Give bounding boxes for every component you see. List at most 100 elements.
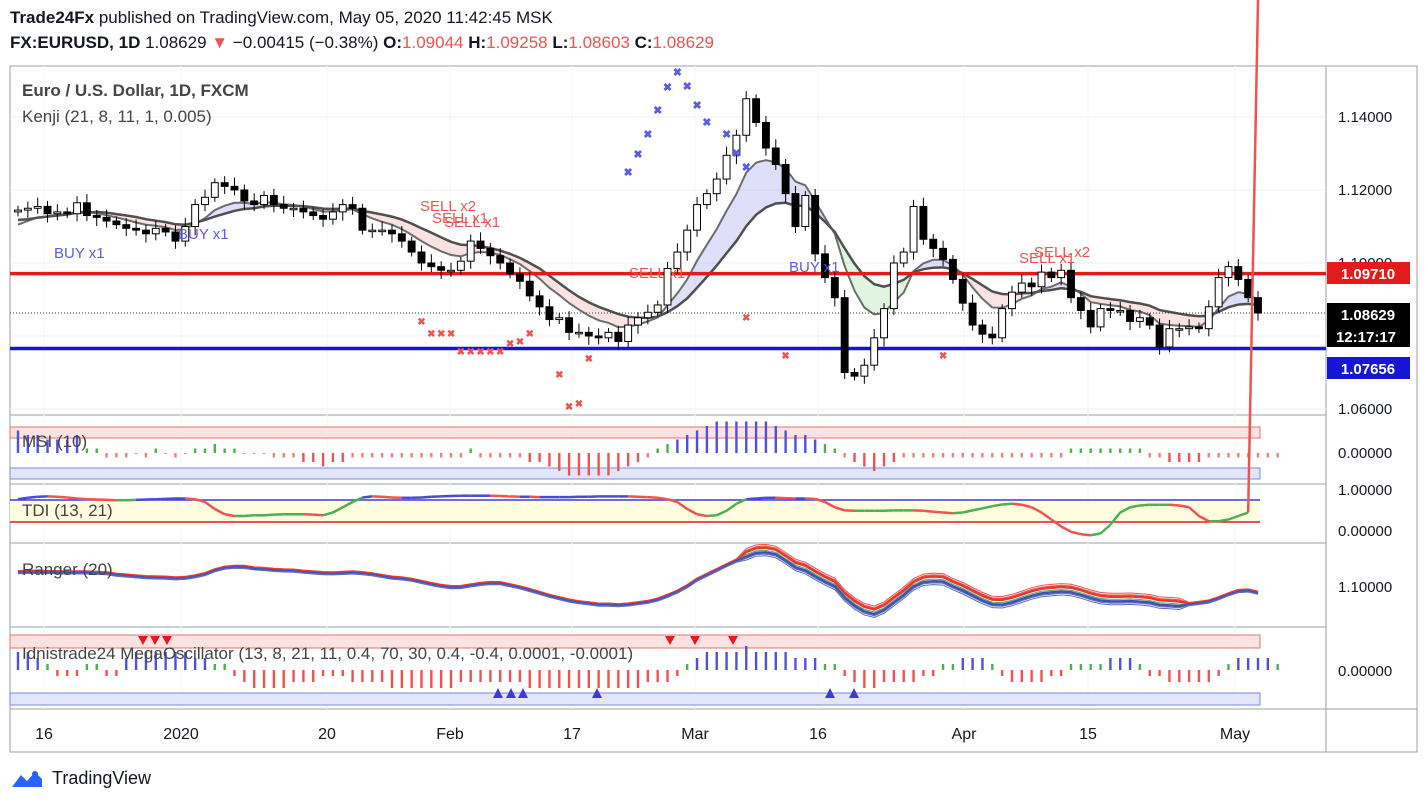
msi-bar xyxy=(735,421,738,453)
candle-down xyxy=(939,247,948,260)
candle-down xyxy=(417,251,426,264)
sell-cross-marker: ✖ xyxy=(555,370,563,381)
cloud-segment xyxy=(510,253,520,265)
tdi-segment xyxy=(657,496,668,501)
candle-up xyxy=(338,204,347,213)
msi-bar xyxy=(1109,448,1112,453)
candle-up xyxy=(201,196,209,206)
msi-bar xyxy=(75,435,79,453)
mega-bar xyxy=(892,670,896,682)
sell-cross-marker: ✖ xyxy=(467,347,475,358)
time-tick-label: Apr xyxy=(952,726,978,743)
candle-up xyxy=(447,269,455,273)
msi-bar xyxy=(154,448,157,453)
mega-bar xyxy=(1138,664,1142,670)
mega-bar xyxy=(735,652,738,670)
time-tick-label: Mar xyxy=(681,726,709,743)
mega-bar xyxy=(705,652,709,670)
msi-bar xyxy=(252,453,256,454)
tdi-segment xyxy=(244,514,255,518)
candle-down xyxy=(348,204,357,209)
mega-bar xyxy=(676,670,679,676)
mega-bar xyxy=(243,670,246,682)
tdi-segment xyxy=(1031,506,1043,514)
countdown-label: 12:17:17 xyxy=(1336,329,1396,346)
red-line-label-bg xyxy=(1327,262,1410,284)
buy-cross-marker: ✖ xyxy=(702,117,711,129)
candle-up xyxy=(801,194,810,228)
msi-bar xyxy=(636,453,640,462)
msi-bar xyxy=(144,453,148,458)
mega-bar xyxy=(1000,670,1004,676)
cloud-segment xyxy=(746,162,757,227)
candle-down xyxy=(958,278,967,304)
tdi-segment xyxy=(1002,502,1013,506)
mega-bar xyxy=(459,670,463,682)
candle-down xyxy=(437,266,446,271)
candle-up xyxy=(181,226,190,242)
candle-up xyxy=(653,304,662,313)
msi-bar xyxy=(26,435,30,453)
candle-down xyxy=(761,121,770,149)
mega-bar xyxy=(1276,664,1279,670)
msi-bar xyxy=(36,435,39,453)
candle-up xyxy=(210,182,219,198)
candle-up xyxy=(643,311,652,319)
candle-up xyxy=(693,204,701,231)
candle-up xyxy=(1135,317,1144,322)
tdi-segment xyxy=(382,495,393,499)
msi-bar xyxy=(1089,448,1092,453)
mega-bar xyxy=(981,658,984,670)
mega-bar xyxy=(528,670,531,688)
mega-bar xyxy=(1207,670,1210,682)
mega-bar xyxy=(567,670,571,688)
time-tick-label: 17 xyxy=(563,726,581,743)
buy-arrow-marker xyxy=(825,688,835,698)
publisher-name[interactable]: Trade24Fx xyxy=(10,8,95,27)
candle-down xyxy=(978,324,987,335)
candle-up xyxy=(466,240,475,262)
ranger-tick: 1.10000 xyxy=(1338,579,1392,596)
mega-bar xyxy=(1246,658,1250,670)
tdi-segment xyxy=(1080,532,1091,537)
tdi-segment xyxy=(1011,502,1022,507)
msi-bar xyxy=(1138,448,1142,453)
sell-cross-marker: ✖ xyxy=(516,337,524,348)
candle-up xyxy=(634,317,642,326)
msi-bar xyxy=(1168,453,1171,462)
msi-bar xyxy=(754,421,758,453)
msi-bar xyxy=(499,453,502,458)
mega-bar xyxy=(1010,670,1014,682)
ranger-band-line xyxy=(17,545,1259,609)
tdi-segment xyxy=(76,497,87,501)
tdi-segment xyxy=(362,495,373,499)
candle-down xyxy=(850,372,859,377)
time-scale[interactable]: 16 2020 20 Feb 17 Mar 16 Apr 15 May xyxy=(35,726,1250,743)
mega-bar xyxy=(420,670,423,688)
mega-bar xyxy=(105,670,108,676)
msi-bar xyxy=(321,453,325,467)
msi-bar xyxy=(863,453,866,467)
msi-bar xyxy=(558,453,561,471)
mega-title: Idnistrade24 MegaOscillator (13, 8, 21, … xyxy=(22,644,633,663)
signal-label: SELL x2 xyxy=(1034,244,1090,261)
msi-histogram xyxy=(16,421,1279,476)
mega-bar xyxy=(725,652,728,670)
tdi-segment xyxy=(1169,503,1180,507)
tdi-segment xyxy=(725,502,738,512)
mega-bar xyxy=(843,670,846,676)
mega-bar xyxy=(804,658,807,670)
buy-cross-marker: ✖ xyxy=(683,81,692,93)
signal-label: SELL x1 xyxy=(629,265,685,282)
msi-bar xyxy=(193,448,197,453)
time-tick-label: May xyxy=(1220,726,1250,743)
footer-brand[interactable]: TradingView xyxy=(10,768,151,789)
candle-down xyxy=(240,189,249,202)
msi-bar xyxy=(1158,453,1161,458)
current-price-label-bg xyxy=(1327,303,1410,347)
msi-bar xyxy=(882,453,886,467)
mega-bar xyxy=(626,670,630,688)
candle-up xyxy=(624,324,633,342)
tdi-segment xyxy=(1129,504,1141,509)
